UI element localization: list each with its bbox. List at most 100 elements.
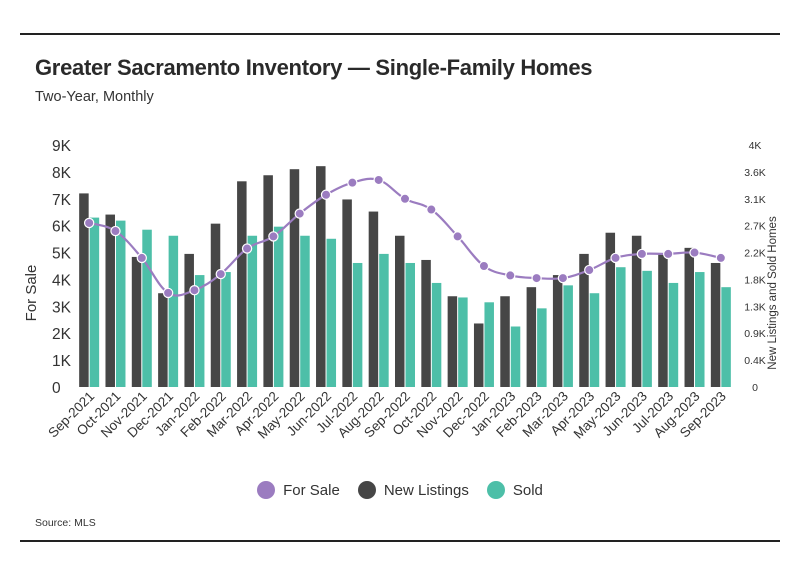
- new-listings-bar: [289, 169, 300, 387]
- sold-bar: [616, 267, 626, 387]
- for-sale-point: [505, 270, 516, 281]
- sold-bar: [668, 282, 679, 387]
- left-tick-label: 8K: [52, 165, 72, 182]
- left-tick-label: 9K: [52, 138, 72, 155]
- new-listings-bar: [263, 175, 273, 387]
- sold-bar: [300, 235, 310, 387]
- sold-bar: [695, 272, 705, 387]
- legend-item-for-sale[interactable]: For Sale: [257, 481, 340, 499]
- for-sale-point: [478, 260, 490, 272]
- new-listings-bar: [79, 193, 89, 387]
- for-sale-point: [584, 264, 595, 276]
- new-listings-bar: [473, 323, 484, 387]
- sold-bar: [379, 253, 389, 387]
- left-tick-label: 2K: [52, 326, 72, 343]
- for-sale-point: [83, 217, 95, 229]
- sold-bar: [431, 282, 442, 387]
- sold-bar: [510, 326, 521, 387]
- for-sale-point: [610, 252, 621, 264]
- new-listings-bar: [395, 235, 405, 387]
- new-listings-bar: [131, 256, 142, 387]
- right-tick-label: 4K: [749, 140, 762, 152]
- for-sale-swatch: [257, 481, 276, 499]
- new-listings-bar: [684, 247, 695, 387]
- for-sale-point: [162, 287, 174, 299]
- new-listings-bar: [631, 235, 642, 387]
- sold-bar: [537, 308, 547, 387]
- new-listings-bar: [316, 166, 326, 387]
- sold-bar: [115, 220, 126, 387]
- new-listings-bar: [447, 296, 458, 387]
- left-tick-label: 5K: [52, 246, 72, 263]
- new-listings-bar: [552, 275, 563, 387]
- for-sale-point: [636, 248, 648, 260]
- for-sale-point: [715, 252, 727, 264]
- for-sale-line-layer: [83, 174, 727, 299]
- for-sale-point: [452, 231, 463, 242]
- source-note: Source: MLS: [35, 517, 96, 529]
- sold-swatch: [486, 481, 505, 499]
- for-sale-point: [294, 208, 305, 219]
- bars-layer: [79, 166, 731, 387]
- chart-subtitle: Two-Year, Monthly: [35, 89, 154, 105]
- sold-bar: [405, 262, 415, 387]
- left-tick-label: 4K: [52, 272, 72, 289]
- sold-bar: [458, 297, 468, 387]
- for-sale-point: [426, 204, 437, 215]
- new-listings-bar: [237, 181, 247, 387]
- right-tick-label: 1.3K: [744, 301, 766, 313]
- right-tick-label: 3.1K: [744, 194, 766, 206]
- x-axis: Sep-2021Oct-2021Nov-2021Dec-2021Jan-2022…: [45, 389, 729, 442]
- right-tick-label: 0.4K: [744, 355, 766, 367]
- new-listings-bar: [500, 296, 510, 387]
- left-axis: 0 1K 2K 3K 4K 5K 6K 7K 8K 9K: [52, 138, 72, 397]
- right-tick-label: 3.6K: [744, 167, 766, 179]
- for-sale-point: [531, 272, 542, 284]
- legend-item-sold[interactable]: Sold: [486, 481, 543, 499]
- legend-label: Sold: [512, 481, 543, 499]
- right-tick-label: 0.9K: [744, 328, 766, 340]
- right-tick-label: 0: [752, 382, 758, 394]
- sold-bar: [273, 226, 284, 387]
- right-tick-label: 1.8K: [744, 274, 766, 286]
- left-tick-label: 6K: [52, 219, 72, 236]
- new-listings-bar: [605, 232, 616, 387]
- left-tick-label: 1K: [52, 353, 72, 370]
- sold-bar: [721, 287, 731, 387]
- new-listings-bar: [526, 287, 537, 387]
- for-sale-point: [320, 189, 332, 200]
- sold-bar: [168, 235, 179, 387]
- right-axis-label: New Listings and Sold Homes: [767, 216, 779, 370]
- for-sale-point: [347, 177, 358, 188]
- for-sale-point: [241, 243, 253, 254]
- left-axis-label: For Sale: [23, 265, 40, 322]
- for-sale-point: [268, 231, 279, 242]
- for-sale-point: [663, 248, 674, 260]
- for-sale-point: [215, 268, 226, 280]
- for-sale-point: [136, 252, 147, 264]
- sold-bar: [642, 270, 652, 387]
- new-listings-bar: [158, 293, 168, 387]
- legend-label: For Sale: [283, 481, 340, 499]
- new-listings-bar: [210, 223, 221, 387]
- chart-title: Greater Sacramento Inventory — Single-Fa…: [35, 55, 593, 80]
- bottom-rule: [20, 540, 780, 542]
- right-tick-label: 2.7K: [744, 221, 766, 233]
- for-sale-point: [373, 174, 384, 186]
- new-listings-bar: [658, 253, 668, 387]
- top-rule: [20, 33, 780, 35]
- legend: For Sale New Listings Sold: [0, 481, 800, 499]
- new-listings-bar: [105, 214, 115, 387]
- left-tick-label: 0: [52, 380, 61, 397]
- chart-canvas: 0 1K 2K 3K 4K 5K 6K 7K 8K 9K 0 0.4K 0.9K 1.3K 1.8K 2.2…: [23, 138, 779, 442]
- sold-bar: [89, 217, 100, 387]
- for-sale-point: [689, 247, 700, 258]
- new-listings-bar: [421, 259, 431, 387]
- sold-bar: [326, 238, 337, 387]
- new-listings-bar: [342, 199, 352, 387]
- sold-bar: [589, 293, 600, 387]
- legend-item-new-listings[interactable]: New Listings: [357, 481, 469, 499]
- right-axis: 0 0.4K 0.9K 1.3K 1.8K 2.2K 2.7K 3.1K 3.6K 4K: [744, 140, 766, 394]
- sold-bar: [142, 229, 152, 387]
- for-sale-point: [557, 272, 569, 284]
